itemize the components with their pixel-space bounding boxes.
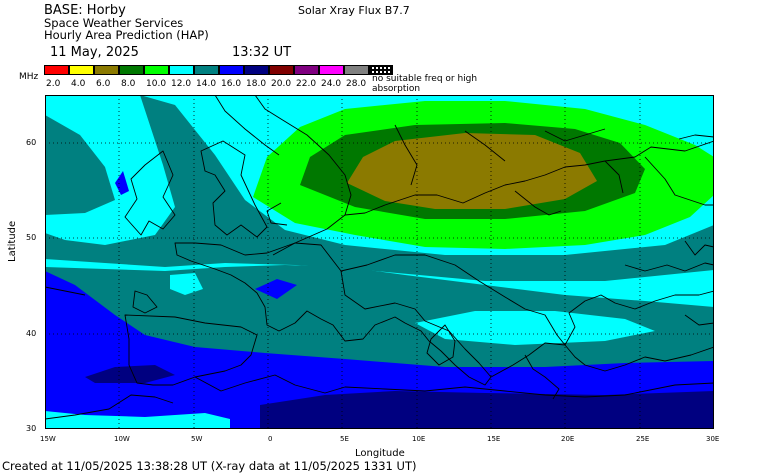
band-12mhz-spot bbox=[170, 273, 203, 295]
x-tick-5w: 5W bbox=[191, 435, 203, 443]
legend-label: 10.0 bbox=[146, 79, 167, 89]
no-data-label: no suitable freq or high absorption bbox=[372, 74, 478, 94]
product-label: Hourly Area Prediction (HAP) bbox=[44, 28, 209, 42]
time-label: 13:32 UT bbox=[232, 45, 292, 60]
coastlines bbox=[45, 95, 714, 420]
legend-labels: 2.0 4.0 6.0 8.0 10.0 12.0 14.0 16.0 18.0 20.0 22.0… bbox=[44, 79, 369, 89]
organization-label: Space Weather Services bbox=[44, 16, 184, 30]
legend-label: 22.0 bbox=[296, 79, 317, 89]
y-tick-30: 30 bbox=[26, 424, 37, 433]
legend-label: 18.0 bbox=[246, 79, 267, 89]
x-axis-label: Longitude bbox=[355, 448, 405, 459]
x-tick-30e: 30E bbox=[706, 435, 720, 443]
legend-label: 12.0 bbox=[171, 79, 192, 89]
x-tick-15e: 15E bbox=[487, 435, 501, 443]
legend-swatch-6-0 bbox=[94, 65, 119, 75]
band-12mhz-south bbox=[415, 311, 655, 345]
band-12mhz-southwest bbox=[45, 411, 230, 429]
band-16mhz-norway bbox=[115, 171, 129, 195]
legend-swatch-18-0 bbox=[244, 65, 269, 75]
legend-label: 20.0 bbox=[271, 79, 292, 89]
y-tick-60: 60 bbox=[26, 138, 37, 147]
legend-label: 6.0 bbox=[96, 79, 111, 89]
legend-label: 2.0 bbox=[46, 79, 61, 89]
frequency-legend bbox=[44, 65, 393, 75]
date-label: 11 May, 2025 bbox=[50, 45, 139, 60]
base-title: BASE: Horby bbox=[44, 3, 126, 18]
footer-timestamp: Created at 11/05/2025 13:38:28 UT (X-ray… bbox=[2, 459, 417, 473]
y-axis-label: Latitude bbox=[7, 220, 18, 262]
xray-flux-label: Solar Xray Flux B7.7 bbox=[298, 4, 410, 17]
x-tick-25e: 25E bbox=[636, 435, 650, 443]
hap-contour-map bbox=[45, 95, 714, 429]
x-tick-10w: 10W bbox=[114, 435, 130, 443]
x-tick-10e: 10E bbox=[412, 435, 426, 443]
x-tick-5e: 5E bbox=[340, 435, 349, 443]
band-16mhz-spot bbox=[255, 279, 297, 299]
legend-swatch-16-0 bbox=[219, 65, 244, 75]
x-tick-15w: 15W bbox=[40, 435, 56, 443]
legend-swatch-10-0 bbox=[144, 65, 169, 75]
legend-swatch-14-0 bbox=[194, 65, 219, 75]
x-tick-20e: 20E bbox=[561, 435, 575, 443]
band-14mhz-westpatch bbox=[45, 115, 115, 215]
legend-label: 28.0 bbox=[346, 79, 367, 89]
legend-swatch-20-0 bbox=[269, 65, 294, 75]
y-tick-50: 50 bbox=[26, 233, 37, 242]
legend-swatch-28-0 bbox=[344, 65, 369, 75]
legend-swatch-2-0 bbox=[44, 65, 69, 75]
legend-swatch-no-data bbox=[369, 65, 393, 75]
legend-swatch-8-0 bbox=[119, 65, 144, 75]
legend-label: 24.0 bbox=[321, 79, 342, 89]
legend-swatch-12-0 bbox=[169, 65, 194, 75]
legend-label: 8.0 bbox=[121, 79, 136, 89]
y-tick-40: 40 bbox=[26, 329, 37, 338]
legend-label: 16.0 bbox=[221, 79, 242, 89]
band-18mhz-west bbox=[85, 365, 175, 383]
band-14mhz-arc bbox=[45, 95, 714, 281]
legend-swatch-22-0 bbox=[294, 65, 319, 75]
legend-label: 14.0 bbox=[196, 79, 217, 89]
legend-label: 4.0 bbox=[71, 79, 86, 89]
x-tick-0: 0 bbox=[268, 435, 273, 443]
band-16mhz bbox=[45, 271, 714, 429]
legend-unit: MHz bbox=[19, 72, 39, 82]
legend-swatch-24-0 bbox=[319, 65, 344, 75]
legend-swatch-4-0 bbox=[69, 65, 94, 75]
band-18mhz-south bbox=[260, 391, 714, 429]
